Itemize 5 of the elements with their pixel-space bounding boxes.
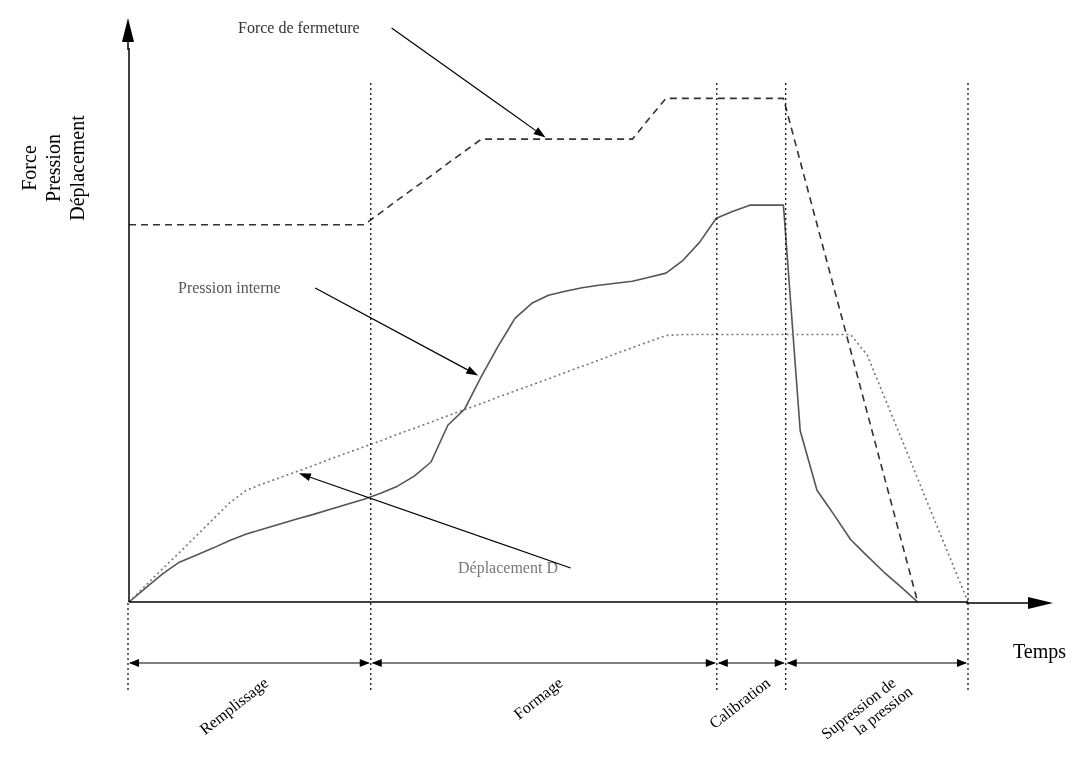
text: Pression interne xyxy=(178,279,281,296)
text: Force de fermeture xyxy=(238,19,360,36)
x-axis-title: Temps xyxy=(1013,640,1067,663)
y-axis-title: Force Pression Déplacement xyxy=(18,114,89,221)
text: Déplacement D xyxy=(458,559,558,577)
